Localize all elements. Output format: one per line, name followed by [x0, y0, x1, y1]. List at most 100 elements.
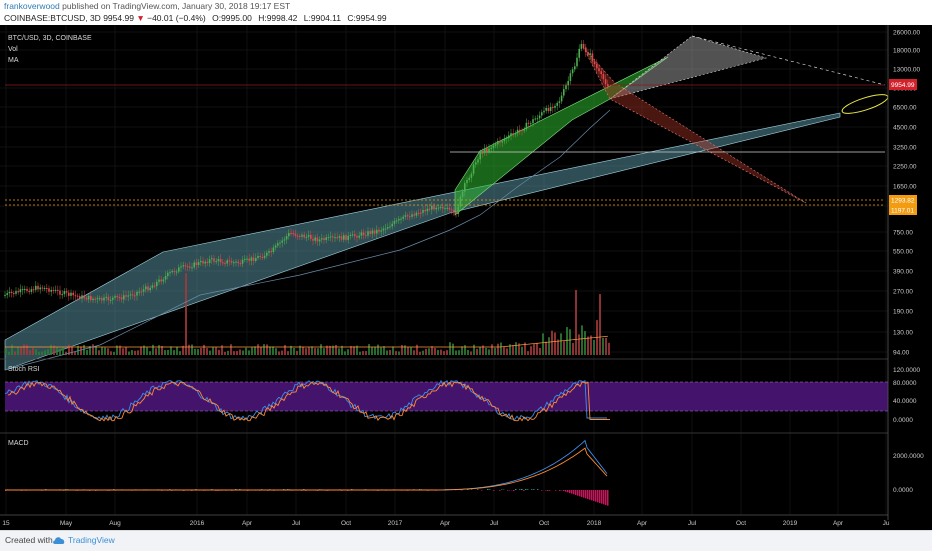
macd-hist-bar	[477, 489, 479, 490]
volume-bar	[56, 347, 58, 355]
candle-body	[160, 280, 162, 282]
author-link[interactable]: frankoverwood	[4, 1, 60, 11]
volume-bar	[35, 349, 37, 355]
symbol-label: COINBASE:BTCUSD, 3D	[4, 13, 101, 23]
volume-bar	[605, 338, 607, 355]
created-with-label: Created with	[5, 535, 53, 545]
macd-tick-0: 2000.0000	[893, 453, 924, 460]
candle-body	[422, 210, 424, 213]
close-value: 9954.99	[356, 13, 387, 23]
candle-body	[50, 290, 52, 292]
macd-hist-bar	[531, 489, 533, 490]
tradingview-brand-link[interactable]: TradingView	[68, 535, 115, 545]
volume-bar	[488, 349, 490, 355]
volume-bar	[263, 344, 265, 355]
volume-bar	[515, 342, 517, 355]
current-price-value: 9954.99	[891, 82, 915, 89]
volume-bar	[413, 350, 415, 355]
candle-body	[517, 130, 519, 134]
candle-body	[11, 292, 13, 293]
symbol-ohlc-bar: COINBASE:BTCUSD, 3D 9954.99 ▼ −40.01 (−0…	[4, 13, 387, 25]
candle-body	[312, 239, 314, 241]
volume-bar	[194, 349, 196, 355]
time-tick-label: May	[60, 520, 73, 527]
macd-hist-bar	[547, 490, 549, 491]
candle-body	[372, 231, 374, 234]
volume-bar	[167, 350, 169, 355]
price-change: −40.01 (−0.4%)	[147, 13, 206, 23]
stoch-tick-0: 120.0000	[893, 367, 920, 374]
candle-body	[264, 256, 266, 258]
candle-body	[286, 236, 288, 239]
candle-body	[275, 246, 277, 248]
candle-body	[545, 108, 547, 111]
volume-bar	[455, 350, 457, 355]
candle-body	[13, 293, 15, 294]
volume-bar	[608, 343, 610, 355]
candle-body	[196, 262, 198, 265]
candle-body	[70, 293, 72, 296]
volume-bar	[248, 350, 250, 355]
chart-canvas[interactable]: BTC/USD, 3D, COINBASE Vol MA Stoch RSI M…	[0, 25, 932, 530]
volume-bar	[389, 350, 391, 355]
candle-body	[367, 231, 369, 235]
time-tick-label: Aug	[109, 520, 121, 527]
price-axis-ticks[interactable]: 26000.0018000.0013000.009000.006500.0045…	[893, 30, 920, 357]
volume-bar	[134, 351, 136, 355]
drawings-layer[interactable]	[5, 36, 890, 370]
macd-hist-bar	[567, 490, 569, 492]
candle-body	[319, 239, 321, 241]
volume-bar	[62, 347, 64, 355]
candle-body	[189, 266, 191, 267]
candle-body	[354, 234, 356, 236]
candle-body	[268, 251, 270, 253]
candle-body	[127, 296, 129, 297]
candle-body	[182, 265, 184, 266]
candle-body	[191, 267, 193, 268]
volume-bar	[188, 345, 190, 355]
volume-bar	[602, 338, 604, 355]
candle-body	[116, 296, 118, 297]
candle-body	[72, 293, 74, 296]
candle-body	[508, 135, 510, 138]
macd-hist-bar	[589, 490, 591, 500]
candle-body	[482, 153, 484, 154]
macd-histogram	[5, 489, 609, 506]
last-price: 9954.99	[103, 13, 134, 23]
candle-body	[409, 216, 411, 217]
candle-body	[453, 210, 455, 212]
candle-body	[411, 214, 413, 216]
volume-bar	[80, 346, 82, 355]
candle-body	[600, 71, 602, 74]
volume-bar	[197, 349, 199, 355]
price-tick-label: 550.00	[893, 249, 913, 256]
macd-hist-bar	[461, 490, 463, 491]
volume-bar	[584, 331, 586, 355]
candle-body	[105, 297, 107, 298]
candle-body	[493, 146, 495, 148]
volume-bar	[395, 351, 397, 355]
candle-body	[22, 289, 24, 290]
volume-bar	[296, 351, 298, 355]
candle-body	[94, 299, 96, 300]
volume-bar	[497, 344, 499, 355]
chart-svg[interactable]: BTC/USD, 3D, COINBASE Vol MA Stoch RSI M…	[0, 25, 932, 530]
candle-body	[501, 141, 503, 142]
open-value: 9995.00	[221, 13, 252, 23]
volume-bar	[83, 345, 85, 355]
volume-bar	[371, 347, 373, 355]
target-ellipse[interactable]	[840, 91, 889, 117]
low-value: 9904.11	[311, 13, 341, 23]
volume-bar	[569, 329, 571, 355]
volume-bar	[293, 348, 295, 355]
candle-body	[44, 288, 46, 289]
volume-bar	[308, 347, 310, 355]
projection-triangle-grey[interactable]	[610, 36, 766, 99]
candle-body	[240, 263, 242, 264]
macd-hist-bar	[569, 490, 571, 493]
candle-body	[345, 235, 347, 240]
candle-body	[218, 259, 220, 261]
candle-body	[26, 289, 28, 291]
volume-bar	[305, 348, 307, 355]
